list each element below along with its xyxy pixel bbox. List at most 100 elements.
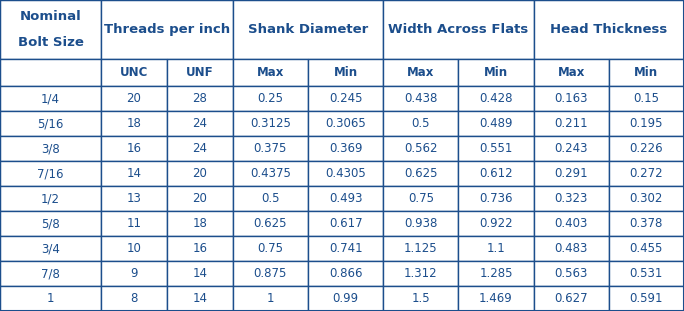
Text: Min: Min	[334, 66, 358, 79]
Bar	[308, 111, 383, 136]
Bar	[308, 161, 383, 186]
Bar	[534, 236, 609, 261]
Bar	[0, 186, 101, 211]
Bar	[233, 0, 383, 59]
Bar	[0, 0, 101, 59]
Bar	[0, 59, 101, 86]
Text: 0.591: 0.591	[630, 292, 663, 305]
Bar	[308, 286, 383, 311]
Bar	[101, 286, 167, 311]
Text: 3/4: 3/4	[41, 242, 60, 255]
Text: 1: 1	[267, 292, 274, 305]
Text: Threads per inch: Threads per inch	[104, 23, 230, 36]
Text: 0.551: 0.551	[479, 142, 513, 155]
Text: 28: 28	[192, 92, 207, 105]
Bar	[609, 111, 684, 136]
Bar	[101, 136, 167, 161]
Bar	[233, 236, 308, 261]
Text: Max: Max	[557, 66, 585, 79]
Bar	[383, 59, 458, 86]
Text: 0.375: 0.375	[254, 142, 287, 155]
Text: 5/8: 5/8	[41, 217, 60, 230]
Bar	[0, 211, 101, 236]
Text: Max: Max	[256, 66, 284, 79]
Text: Min: Min	[484, 66, 508, 79]
Text: 0.455: 0.455	[630, 242, 663, 255]
Bar	[0, 236, 101, 261]
Text: Min: Min	[634, 66, 659, 79]
Text: UNF: UNF	[186, 66, 213, 79]
Text: 16: 16	[192, 242, 207, 255]
Bar	[458, 236, 534, 261]
Bar	[308, 136, 383, 161]
Text: 1.125: 1.125	[404, 242, 438, 255]
Text: Bolt Size: Bolt Size	[18, 36, 83, 49]
Text: 1/4: 1/4	[41, 92, 60, 105]
Bar	[383, 86, 458, 111]
Bar	[167, 111, 233, 136]
Text: 9: 9	[131, 267, 137, 280]
Bar	[308, 211, 383, 236]
Text: 0.195: 0.195	[630, 117, 663, 130]
Bar	[233, 286, 308, 311]
Bar	[534, 59, 609, 86]
Text: 0.378: 0.378	[630, 217, 663, 230]
Bar	[534, 136, 609, 161]
Bar	[308, 86, 383, 111]
Bar	[167, 86, 233, 111]
Bar	[383, 0, 534, 59]
Bar	[534, 186, 609, 211]
Bar	[233, 86, 308, 111]
Bar	[308, 236, 383, 261]
Bar	[101, 111, 167, 136]
Text: 0.736: 0.736	[479, 192, 513, 205]
Bar	[167, 59, 233, 86]
Text: 0.531: 0.531	[630, 267, 663, 280]
Bar	[167, 236, 233, 261]
Bar	[458, 111, 534, 136]
Bar	[458, 136, 534, 161]
Bar	[609, 211, 684, 236]
Bar	[233, 111, 308, 136]
Text: 18: 18	[127, 117, 142, 130]
Bar	[458, 186, 534, 211]
Text: 0.625: 0.625	[254, 217, 287, 230]
Bar	[534, 0, 684, 59]
Text: 0.938: 0.938	[404, 217, 438, 230]
Text: 0.617: 0.617	[329, 217, 363, 230]
Text: 0.875: 0.875	[254, 267, 287, 280]
Text: 10: 10	[127, 242, 142, 255]
Text: UNC: UNC	[120, 66, 148, 79]
Text: 20: 20	[192, 167, 207, 180]
Bar	[383, 136, 458, 161]
Text: 1.469: 1.469	[479, 292, 513, 305]
Bar	[101, 86, 167, 111]
Bar	[383, 286, 458, 311]
Text: Nominal: Nominal	[20, 10, 81, 23]
Text: 1.5: 1.5	[412, 292, 430, 305]
Text: 16: 16	[127, 142, 142, 155]
Bar	[609, 261, 684, 286]
Bar	[609, 86, 684, 111]
Text: 0.483: 0.483	[555, 242, 588, 255]
Bar	[308, 261, 383, 286]
Text: 0.3125: 0.3125	[250, 117, 291, 130]
Bar	[233, 261, 308, 286]
Text: 7/8: 7/8	[41, 267, 60, 280]
Bar	[383, 236, 458, 261]
Text: 0.627: 0.627	[554, 292, 588, 305]
Text: 1: 1	[47, 292, 54, 305]
Bar	[458, 211, 534, 236]
Bar	[101, 0, 233, 59]
Bar	[383, 211, 458, 236]
Bar	[167, 136, 233, 161]
Text: 0.369: 0.369	[329, 142, 363, 155]
Bar	[383, 161, 458, 186]
Text: 7/16: 7/16	[38, 167, 64, 180]
Bar	[609, 186, 684, 211]
Text: 0.99: 0.99	[332, 292, 358, 305]
Bar	[167, 211, 233, 236]
Bar	[233, 211, 308, 236]
Bar	[534, 211, 609, 236]
Bar	[308, 59, 383, 86]
